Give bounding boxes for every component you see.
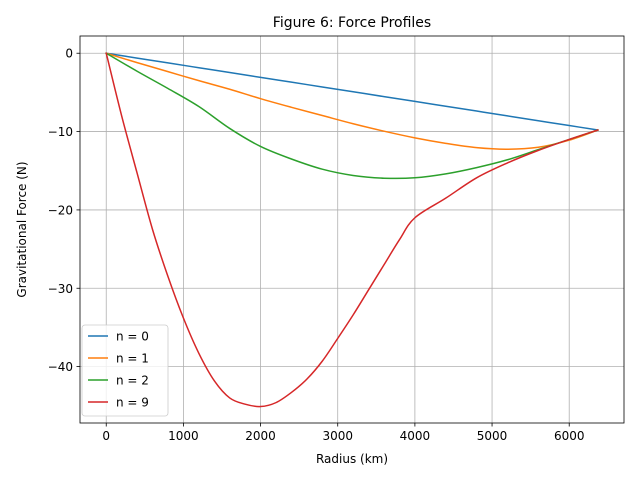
x-tick-label: 5000: [477, 429, 508, 443]
y-axis-ticks: 0 −10 −20 −30 −40: [48, 47, 80, 374]
y-tick-label: −20: [48, 203, 73, 217]
x-tick-label: 2000: [245, 429, 276, 443]
series-line-3: [105, 52, 599, 408]
legend-label-2: n = 2: [116, 374, 149, 388]
x-tick-label: 0: [102, 429, 110, 443]
y-tick-label: 0: [65, 47, 73, 61]
series-line-0: [105, 52, 599, 131]
legend-label-3: n = 9: [116, 396, 149, 410]
grid: [80, 36, 624, 423]
legend: n = 0 n = 1 n = 2 n = 9: [81, 324, 169, 417]
x-tick-label: 3000: [322, 429, 353, 443]
chart-title: Figure 6: Force Profiles: [273, 15, 431, 31]
series-lines: [105, 52, 599, 408]
series-line-2: [105, 52, 599, 180]
legend-label-1: n = 1: [116, 352, 149, 366]
x-tick-label: 6000: [554, 429, 585, 443]
y-axis-label: Gravitational Force (N): [15, 161, 29, 297]
y-tick-label: −40: [48, 360, 73, 374]
legend-label-0: n = 0: [116, 330, 149, 344]
y-tick-label: −30: [48, 282, 73, 296]
plot-frame: [79, 35, 625, 424]
series-line-1: [105, 52, 599, 150]
legend-box: [81, 324, 169, 417]
x-tick-label: 1000: [168, 429, 199, 443]
x-axis-ticks: 0 1000 2000 3000 4000 5000 6000: [102, 423, 584, 443]
x-axis-label: Radius (km): [316, 452, 388, 466]
y-tick-label: −10: [48, 125, 73, 139]
x-tick-label: 4000: [400, 429, 431, 443]
